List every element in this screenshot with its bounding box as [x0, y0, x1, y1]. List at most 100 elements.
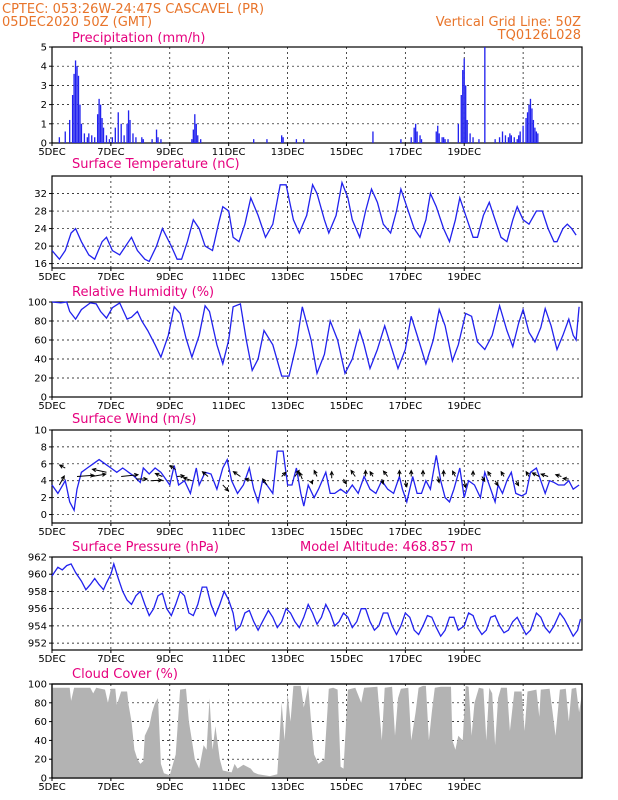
precip-bar	[79, 104, 81, 143]
wind-vector-arrow	[531, 472, 540, 477]
precip-bar	[132, 133, 134, 143]
pressure-ytick-label: 958	[28, 587, 47, 598]
temperature-xtick-label: 15DEC	[330, 272, 364, 283]
wind-xtick-label: 19DEC	[447, 527, 481, 538]
wind-ytick-label: 4	[41, 476, 47, 487]
wind-vector-arrow	[452, 470, 457, 477]
wind-xtick-label: 9DEC	[156, 527, 183, 538]
temperature-ytick-label: 24	[34, 224, 47, 235]
precip-bar	[438, 133, 440, 143]
precip-ytick-label: 5	[41, 43, 47, 54]
wind-vector-arrow	[380, 478, 385, 485]
precip-ytick-label: 4	[41, 62, 47, 73]
pressure-ytick-label: 956	[28, 604, 47, 615]
humidity-xtick-label: 7DEC	[97, 401, 124, 412]
precip-bar	[114, 127, 116, 143]
precip-bar	[141, 137, 143, 143]
wind-vector-arrow	[487, 470, 492, 477]
wind-vector-arrow	[514, 480, 520, 487]
precip-xtick-label: 5DEC	[38, 147, 65, 158]
precip-bar	[195, 123, 197, 143]
wind-vector-arrow	[177, 474, 186, 479]
humidity-xtick-label: 5DEC	[38, 401, 65, 412]
precip-bar	[303, 139, 305, 143]
wind-vector-arrow	[169, 464, 176, 471]
precip-bar	[73, 73, 75, 143]
precip-bar	[266, 139, 268, 143]
precip-xtick-label: 17DEC	[388, 147, 422, 158]
humidity-xtick-label: 15DEC	[330, 401, 364, 412]
precip-bar	[437, 125, 439, 143]
humidity-ytick-label: 0	[41, 393, 47, 404]
precip-bar	[64, 131, 66, 143]
temperature-title: Surface Temperature (nC)	[72, 157, 240, 172]
precip-bar	[519, 131, 521, 143]
wind-xtick-label: 7DEC	[97, 527, 124, 538]
precip-bar	[466, 119, 468, 143]
precip-bar	[253, 139, 255, 143]
wind-vector-arrow	[420, 469, 426, 477]
precip-bar	[127, 110, 130, 143]
cloud-cover-title: Cloud Cover (%)	[72, 667, 178, 682]
wind-vector-arrow	[244, 477, 253, 482]
precip-bar	[531, 108, 533, 143]
wind-vector-arrow	[329, 470, 334, 479]
wind-vector-arrow	[222, 484, 230, 492]
precip-bar	[465, 85, 467, 143]
cloud-ytick-label: 0	[41, 774, 47, 785]
precip-bar	[157, 137, 159, 143]
wind-vector-arrow	[121, 472, 140, 478]
precip-bar	[88, 133, 90, 143]
precip-bar	[69, 119, 71, 143]
precip-bar	[522, 125, 524, 143]
cloud-ytick-label: 40	[34, 736, 47, 747]
temperature-ytick-label: 16	[34, 259, 47, 270]
wind-xtick-label: 13DEC	[271, 527, 305, 538]
precip-bar	[529, 98, 532, 143]
wind-title: Surface Wind (m/s)	[72, 412, 196, 427]
humidity-xtick-label: 17DEC	[388, 401, 422, 412]
precip-ytick-label: 0	[41, 139, 47, 150]
wind-vector-arrow	[91, 467, 107, 473]
precip-bar	[472, 137, 474, 143]
wind-vector-arrow	[58, 474, 65, 486]
precip-bar	[80, 123, 83, 143]
humidity-ytick-label: 40	[34, 355, 47, 366]
humidity-xtick-label: 9DEC	[156, 401, 183, 412]
cloud-xtick-label: 17DEC	[388, 782, 422, 793]
precip-bar	[117, 112, 119, 143]
humidity-frame	[51, 301, 583, 398]
precip-bar	[410, 137, 412, 143]
precip-bar	[447, 139, 449, 143]
temperature-frame	[51, 175, 583, 269]
precip-bar	[469, 133, 471, 143]
wind-vector-arrow	[441, 469, 446, 477]
precip-bar	[142, 139, 144, 143]
precip-bar	[155, 129, 158, 143]
humidity-line	[51, 301, 580, 377]
wind-vector-arrow	[154, 472, 163, 477]
pressure-xtick-label: 17DEC	[388, 654, 422, 665]
precip-bar	[509, 133, 511, 143]
wind-ytick-label: 10	[34, 426, 47, 437]
humidity-ytick-label: 20	[34, 374, 47, 385]
precip-bar	[111, 137, 114, 143]
wind-vector-arrow	[409, 469, 414, 477]
wind-vector-arrow	[363, 469, 368, 477]
precip-bar	[516, 139, 518, 143]
wind-ytick-label: 6	[41, 459, 47, 470]
pressure-xtick-label: 7DEC	[97, 654, 124, 665]
precip-bar	[441, 137, 443, 143]
precip-ytick-label: 1	[41, 119, 47, 130]
pressure-xtick-label: 13DEC	[271, 654, 305, 665]
precip-bar	[94, 137, 96, 143]
precip-bar	[501, 131, 504, 143]
precip-bar	[129, 119, 131, 143]
wind-xtick-label: 11DEC	[212, 527, 246, 538]
precip-xtick-label: 15DEC	[330, 147, 364, 158]
precip-bar	[444, 139, 446, 143]
wind-vector-arrow	[58, 464, 66, 469]
precip-xtick-label: 7DEC	[97, 147, 124, 158]
precip-bar	[525, 118, 527, 143]
wind-vector-arrow	[481, 476, 486, 483]
